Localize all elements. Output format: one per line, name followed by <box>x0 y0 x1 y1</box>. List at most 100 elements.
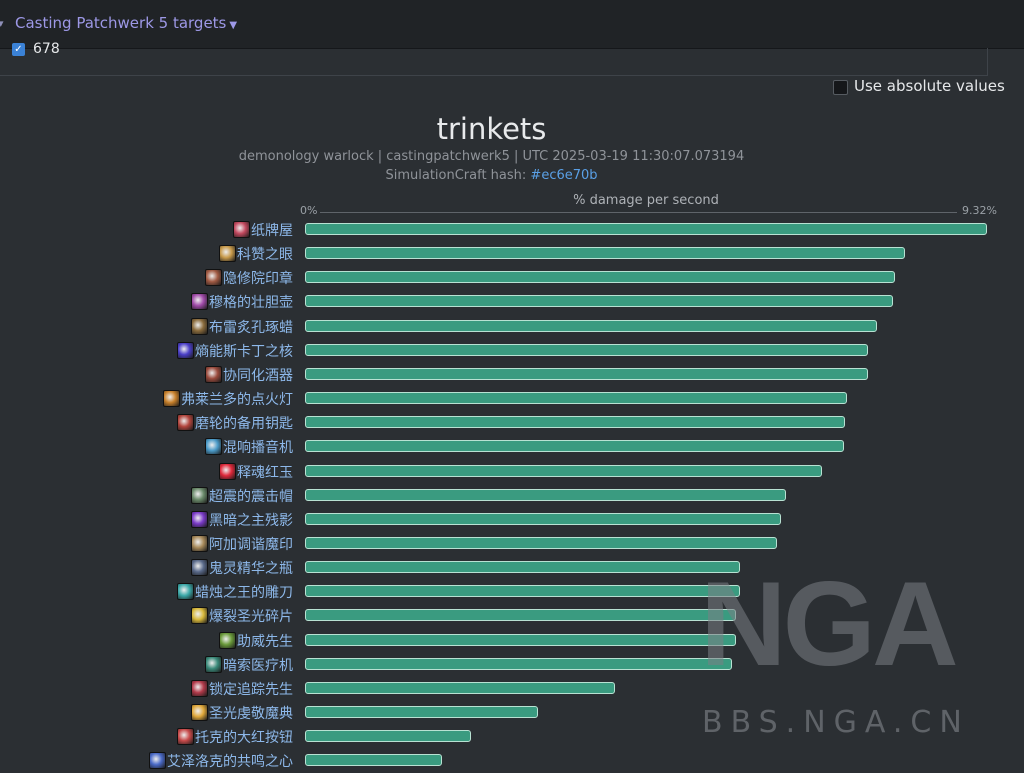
collapse-caret-icon[interactable]: ▾ <box>0 17 4 30</box>
category-label[interactable]: 布雷炙孔琢蜡 <box>209 319 293 336</box>
watermark-logo: NGA <box>700 557 959 691</box>
bar-row: 黑暗之主残影 <box>0 508 1024 532</box>
category-label[interactable]: 释魂红玉 <box>237 464 293 481</box>
category-label[interactable]: 熵能斯卡丁之核 <box>195 343 293 360</box>
absolute-values-checkbox[interactable] <box>833 80 848 95</box>
simc-hash-link[interactable]: #ec6e70b <box>530 168 598 183</box>
category-label[interactable]: 科赞之眼 <box>237 247 293 264</box>
category-label[interactable]: 纸牌屋 <box>251 223 293 239</box>
bar-row: 磨轮的备用钥匙 <box>0 411 1024 435</box>
trinket-icon <box>177 728 194 746</box>
category-label[interactable]: 超震的震击帽 <box>209 488 293 505</box>
trinket-icon <box>163 390 180 408</box>
chart-title: trinkets <box>436 112 547 146</box>
category-label[interactable]: 锁定追踪先生 <box>209 681 293 698</box>
bar <box>305 343 869 356</box>
bar-row: 托克的大红按钮 <box>0 725 1024 749</box>
trinket-icon <box>219 245 236 263</box>
bar <box>305 512 781 525</box>
category-label[interactable]: 爆裂圣光碎片 <box>209 609 293 626</box>
bar-row: 熵能斯卡丁之核 <box>0 339 1024 363</box>
bar <box>305 706 538 718</box>
trinket-icon <box>205 438 222 456</box>
bar <box>305 585 741 598</box>
bar <box>305 730 472 743</box>
trinket-icon <box>191 486 208 504</box>
bar <box>305 295 894 308</box>
bar <box>305 657 733 670</box>
trinket-icon <box>177 341 194 359</box>
category-label[interactable]: 磨轮的备用钥匙 <box>195 416 293 433</box>
bar-row: 圣光虔敬魔典 <box>0 701 1024 725</box>
category-label[interactable]: 阿加调谐魔印 <box>209 536 293 553</box>
bar-row: 助威先生 <box>0 629 1024 653</box>
filter-panel <box>0 48 988 76</box>
bar-row: 超震的震击帽 <box>0 484 1024 508</box>
bar <box>305 319 877 332</box>
bar <box>305 392 848 405</box>
category-label[interactable]: 弗莱兰多的点火灯 <box>181 392 293 409</box>
absolute-values-label[interactable]: Use absolute values <box>854 77 1005 95</box>
watermark-url: BBS.NGA.CN <box>702 705 970 740</box>
bar-row: 锁定追踪先生 <box>0 677 1024 701</box>
category-label[interactable]: 托克的大红按钮 <box>195 730 293 747</box>
bar <box>305 609 736 622</box>
cast-dropdown-label: Casting Patchwerk 5 targets <box>15 14 227 32</box>
x-tick-min: 0% <box>300 204 318 217</box>
top-toolbar: ▾ Casting Patchwerk 5 targets ▼ <box>0 0 1024 49</box>
bar <box>305 247 906 260</box>
filter-checkbox-label: 678 <box>33 41 60 57</box>
cast-dropdown[interactable]: Casting Patchwerk 5 targets ▼ <box>15 14 237 32</box>
category-label[interactable]: 艾泽洛克的共鸣之心 <box>167 754 293 771</box>
bar <box>305 464 823 477</box>
x-axis-title: % damage per second <box>573 193 719 208</box>
trinket-icon <box>177 414 194 432</box>
bar-row: 阿加调谐魔印 <box>0 532 1024 556</box>
bar-row: 暗索医疗机 <box>0 653 1024 677</box>
category-label[interactable]: 黑暗之主残影 <box>209 512 293 529</box>
category-label[interactable]: 协同化酒器 <box>223 367 293 384</box>
category-label[interactable]: 蜡烛之王的雕刀 <box>195 585 293 602</box>
bar <box>305 681 616 694</box>
bar <box>305 633 736 646</box>
category-label[interactable]: 混响播音机 <box>223 440 293 457</box>
trinket-icon <box>191 510 208 528</box>
category-label[interactable]: 暗索医疗机 <box>223 657 293 674</box>
category-label[interactable]: 穆格的壮胆壶 <box>209 295 293 312</box>
bar-row: 纸牌屋 <box>0 218 1024 242</box>
nga-watermark: NGA BBS.NGA.CN <box>690 555 1020 755</box>
trinket-icon <box>149 752 166 770</box>
trinket-icon <box>191 534 208 552</box>
category-label[interactable]: 鬼灵精华之瓶 <box>209 561 293 578</box>
bar-row: 穆格的壮胆壶 <box>0 290 1024 314</box>
bar <box>305 367 868 380</box>
bar <box>305 561 741 574</box>
trinket-icon <box>205 365 222 383</box>
x-tick-max: 9.32% <box>962 204 997 217</box>
simc-hash-prefix: SimulationCraft hash: <box>385 168 531 183</box>
bar <box>305 488 786 501</box>
category-label[interactable]: 隐修院印章 <box>223 271 293 288</box>
category-label[interactable]: 圣光虔敬魔典 <box>209 706 293 722</box>
bar <box>305 754 442 767</box>
bar-row: 布雷炙孔琢蜡 <box>0 315 1024 339</box>
bar-row: 艾泽洛克的共鸣之心 <box>0 749 1024 773</box>
trinket-icon <box>219 631 236 649</box>
bar-row: 释魂红玉 <box>0 460 1024 484</box>
bar <box>305 440 844 453</box>
trinket-icon <box>191 317 208 335</box>
trinket-icon <box>205 655 222 673</box>
trinket-icon <box>191 679 208 697</box>
category-label[interactable]: 助威先生 <box>237 633 293 650</box>
bar-row: 鬼灵精华之瓶 <box>0 556 1024 580</box>
bar-row: 隐修院印章 <box>0 266 1024 290</box>
bar-row: 蜡烛之王的雕刀 <box>0 580 1024 604</box>
trinket-icon <box>177 583 194 601</box>
chevron-down-icon: ▼ <box>229 20 238 31</box>
chart-subtitle: demonology warlock | castingpatchwerk5 |… <box>238 149 745 164</box>
x-axis-line <box>320 212 957 213</box>
filter-checkbox[interactable]: ✓ <box>12 43 25 56</box>
bar-row: 爆裂圣光碎片 <box>0 604 1024 628</box>
trinket-icon <box>219 462 236 480</box>
bar-row: 弗莱兰多的点火灯 <box>0 387 1024 411</box>
